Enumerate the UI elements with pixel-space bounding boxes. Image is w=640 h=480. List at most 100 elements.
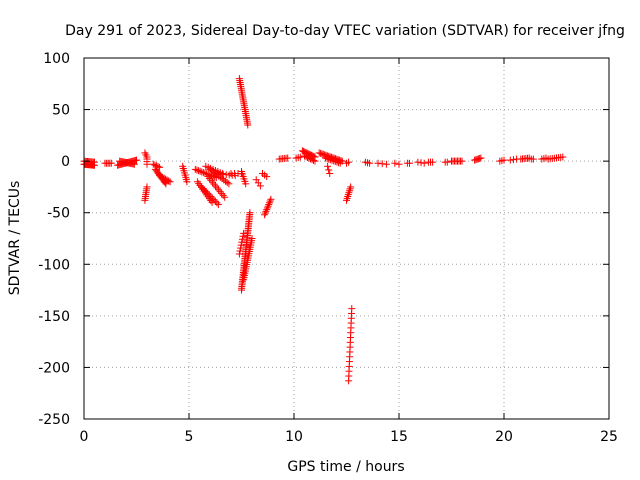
data-point	[366, 159, 374, 167]
data-point	[246, 209, 254, 217]
y-tick-label: -50	[47, 206, 70, 222]
data-point	[308, 156, 316, 164]
data-point	[225, 180, 233, 188]
x-axis-label: GPS time / hours	[287, 459, 404, 475]
data-point	[156, 163, 164, 171]
data-point	[325, 166, 333, 174]
grid-layer	[84, 58, 609, 419]
x-tick-label: 0	[80, 429, 89, 445]
y-tick-labels: -250 -200 -150 -100 -50 0 50 100	[38, 51, 70, 428]
data-point	[211, 197, 219, 205]
data-point	[266, 197, 274, 205]
data-point	[130, 160, 138, 168]
x-tick-label: 5	[185, 429, 194, 445]
plot-frame	[83, 57, 610, 420]
data-point	[261, 211, 269, 219]
data-point	[267, 195, 275, 203]
y-tick-label: -150	[38, 309, 70, 325]
data-point	[378, 160, 386, 168]
data-point	[210, 196, 218, 204]
data-point	[262, 207, 270, 215]
data-point	[238, 235, 246, 243]
data-point	[216, 188, 224, 196]
data-point	[391, 159, 399, 167]
y-tick-label: 50	[52, 103, 70, 119]
y-tick-label: -100	[38, 257, 70, 273]
data-point	[346, 185, 354, 193]
data-point	[331, 157, 339, 165]
data-point	[336, 159, 344, 167]
data-point	[223, 179, 231, 187]
data-point	[149, 160, 157, 168]
data-point	[307, 155, 314, 163]
data-point	[160, 174, 168, 182]
data-point	[263, 173, 271, 181]
data-point	[183, 178, 191, 186]
x-tick-label: 25	[600, 429, 618, 445]
data-point	[133, 156, 140, 164]
data-point	[265, 200, 273, 208]
data-point	[159, 173, 167, 181]
data-point	[443, 158, 451, 166]
data-point	[326, 170, 334, 178]
data-point	[208, 194, 216, 202]
data-point	[198, 183, 206, 191]
data-point	[417, 159, 425, 167]
data-point	[210, 180, 218, 188]
x-tick-label: 20	[495, 429, 513, 445]
data-point	[322, 154, 329, 162]
data-point	[207, 192, 215, 200]
data-point	[201, 169, 209, 177]
data-point	[214, 200, 222, 208]
y-axis-label: SDTVAR / TECUs	[7, 181, 23, 296]
data-point	[347, 183, 355, 191]
data-point	[374, 159, 382, 167]
data-point	[326, 156, 334, 164]
data-point	[348, 305, 356, 313]
data-point	[157, 172, 165, 180]
data-point	[236, 247, 244, 255]
data-point	[344, 191, 352, 199]
data-point	[333, 158, 341, 166]
data-point	[395, 160, 403, 168]
data-point	[166, 178, 174, 186]
data-point	[325, 155, 333, 163]
data-point	[266, 199, 273, 207]
data-point	[477, 154, 485, 162]
data-point	[215, 186, 223, 194]
x-tick-label: 10	[285, 429, 303, 445]
data-point	[202, 188, 210, 196]
data-point	[500, 156, 508, 164]
data-point	[304, 153, 311, 161]
data-point	[264, 202, 272, 210]
data-point	[239, 232, 247, 240]
data-point	[301, 152, 308, 160]
data-point	[151, 161, 159, 169]
data-point	[302, 153, 310, 161]
data-point	[284, 154, 292, 162]
data-point	[328, 156, 336, 164]
data-point	[323, 155, 331, 163]
data-point	[382, 160, 390, 168]
y-tick-label: 0	[61, 154, 70, 170]
data-point	[310, 156, 317, 164]
data-point	[237, 241, 245, 249]
data-point	[263, 206, 271, 214]
data-point	[205, 191, 213, 199]
data-point	[196, 167, 204, 175]
data-point	[324, 162, 332, 170]
data-point	[163, 176, 171, 184]
data-point	[311, 157, 319, 165]
data-point	[458, 157, 466, 165]
data-point	[261, 209, 269, 217]
data-point	[143, 155, 151, 163]
data-point	[330, 157, 338, 165]
data-point	[344, 193, 352, 201]
data-point	[509, 156, 517, 164]
data-point	[218, 189, 226, 197]
data-point	[143, 183, 151, 191]
data-points-layer	[80, 75, 567, 385]
data-point	[201, 186, 209, 194]
data-point	[305, 154, 313, 162]
